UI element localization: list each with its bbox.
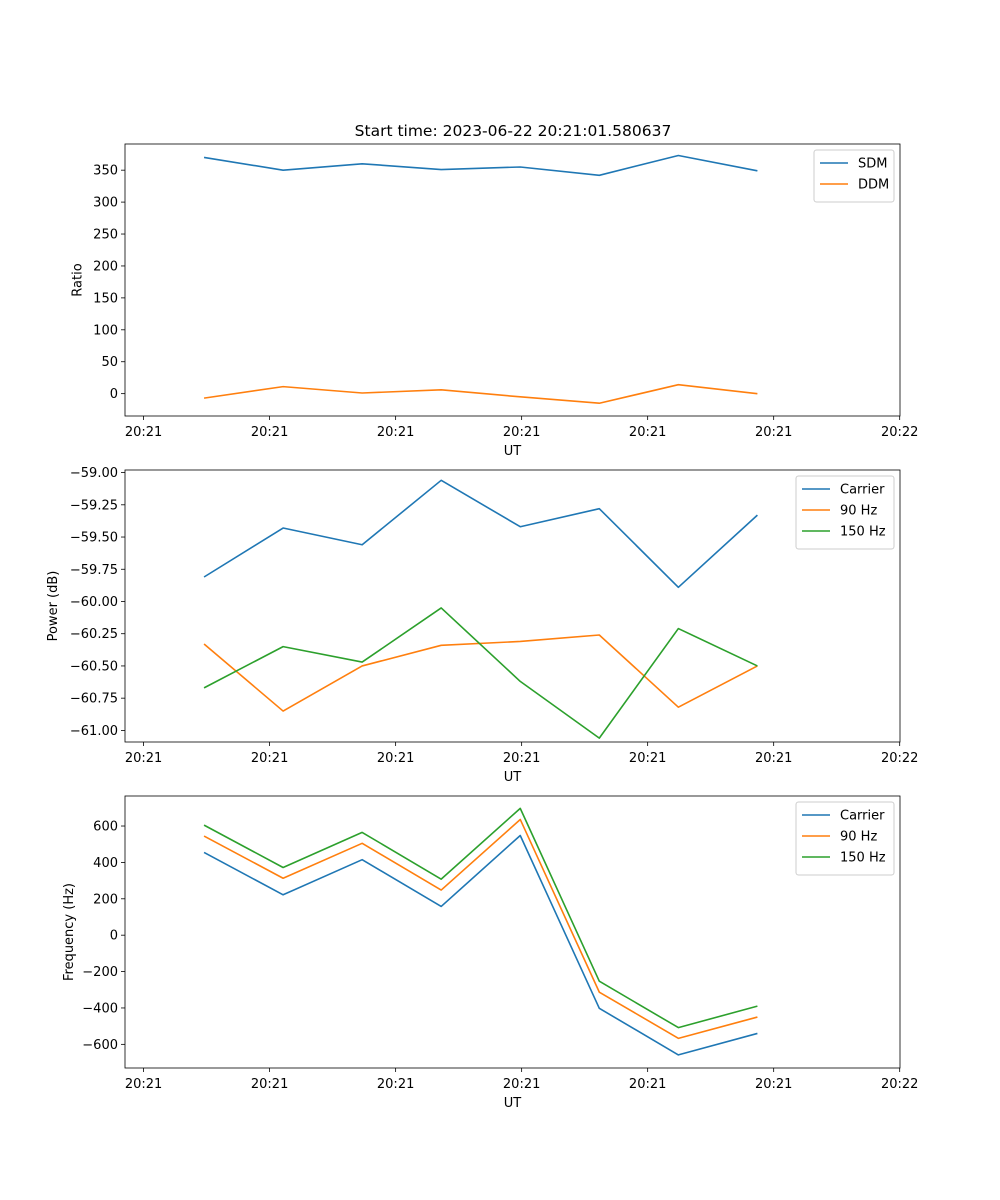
x-tick-label: 20:21 bbox=[755, 425, 792, 440]
y-tick-label: 400 bbox=[93, 856, 118, 871]
y-tick-label: −60.50 bbox=[70, 659, 118, 674]
power-chart: 20:21 20:21 20:21 20:21 20:21 20:21 20:22 UT −61… bbox=[46, 466, 919, 785]
legend-label: Carrier bbox=[840, 809, 885, 824]
y-tick-label: −61.00 bbox=[70, 724, 118, 739]
figure-title: Start time: 2023-06-22 20:21:01.580637 bbox=[355, 122, 672, 140]
x-tick-label: 20:21 bbox=[251, 425, 288, 440]
x-tick-label: 20:21 bbox=[377, 1077, 414, 1092]
x-tick-label: 20:21 bbox=[251, 751, 288, 766]
y-tick-label: −60.75 bbox=[70, 692, 118, 707]
legend-label: Carrier bbox=[840, 483, 885, 498]
y-axis-label: Ratio bbox=[70, 263, 85, 296]
x-axis-label: UT bbox=[504, 770, 522, 785]
y-tick-label: −59.25 bbox=[70, 498, 118, 513]
y-tick-label: 100 bbox=[93, 323, 118, 338]
y-tick-label: 600 bbox=[93, 820, 118, 835]
ratio-chart: 20:21 20:21 20:21 20:21 20:21 20:21 20:22 UT 0 50… bbox=[70, 143, 918, 459]
y-tick-label: 350 bbox=[93, 164, 118, 179]
plot-frame bbox=[124, 795, 901, 1069]
x-tick-label: 20:21 bbox=[755, 751, 792, 766]
y-tick-label: 0 bbox=[110, 387, 118, 402]
x-tick-label: 20:22 bbox=[881, 425, 918, 440]
y-tick-label: 50 bbox=[101, 355, 118, 370]
legend-label: 90 Hz bbox=[840, 830, 877, 845]
plot-frame bbox=[124, 469, 901, 743]
x-tick-label: 20:21 bbox=[503, 1077, 540, 1092]
series-line bbox=[203, 834, 758, 1056]
legend-label: 90 Hz bbox=[840, 504, 877, 519]
plot-frame bbox=[124, 143, 901, 417]
legend-label: DDM bbox=[858, 178, 889, 193]
legend-label: 150 Hz bbox=[840, 851, 886, 866]
y-tick-label: −200 bbox=[82, 965, 118, 980]
x-tick-label: 20:22 bbox=[881, 1077, 918, 1092]
x-tick-label: 20:21 bbox=[251, 1077, 288, 1092]
y-tick-label: 0 bbox=[110, 929, 118, 944]
legend-label: 150 Hz bbox=[840, 525, 886, 540]
series-line bbox=[203, 818, 758, 1040]
x-tick-label: 20:21 bbox=[377, 425, 414, 440]
legend-label: SDM bbox=[858, 157, 887, 172]
series-line bbox=[203, 383, 758, 405]
series-line bbox=[203, 607, 758, 739]
x-axis-label: UT bbox=[504, 1096, 522, 1111]
series-line bbox=[203, 154, 758, 177]
y-tick-label: 300 bbox=[93, 196, 118, 211]
x-tick-label: 20:21 bbox=[125, 425, 162, 440]
x-tick-label: 20:21 bbox=[629, 1077, 666, 1092]
series-line bbox=[203, 479, 758, 589]
x-tick-label: 20:22 bbox=[881, 751, 918, 766]
x-tick-label: 20:21 bbox=[503, 425, 540, 440]
y-tick-label: −59.50 bbox=[70, 531, 118, 546]
y-tick-label: −400 bbox=[82, 1001, 118, 1016]
x-tick-label: 20:21 bbox=[125, 751, 162, 766]
x-tick-label: 20:21 bbox=[377, 751, 414, 766]
y-tick-label: 150 bbox=[93, 291, 118, 306]
y-tick-label: −600 bbox=[82, 1038, 118, 1053]
y-axis-label: Power (dB) bbox=[46, 571, 61, 642]
x-tick-label: 20:21 bbox=[503, 751, 540, 766]
x-tick-label: 20:21 bbox=[125, 1077, 162, 1092]
x-axis-label: UT bbox=[504, 444, 522, 459]
y-tick-label: −60.25 bbox=[70, 627, 118, 642]
x-tick-label: 20:21 bbox=[629, 751, 666, 766]
y-tick-label: 250 bbox=[93, 228, 118, 243]
frequency-chart: 20:21 20:21 20:21 20:21 20:21 20:21 20:22 UT −60… bbox=[62, 795, 918, 1111]
y-tick-label: 200 bbox=[93, 892, 118, 907]
series-line bbox=[203, 634, 758, 712]
y-tick-label: −60.00 bbox=[70, 595, 118, 610]
x-tick-label: 20:21 bbox=[755, 1077, 792, 1092]
y-tick-label: −59.00 bbox=[70, 466, 118, 481]
x-tick-label: 20:21 bbox=[629, 425, 666, 440]
y-tick-label: −59.75 bbox=[70, 563, 118, 578]
series-line bbox=[203, 807, 758, 1029]
y-axis-label: Frequency (Hz) bbox=[62, 883, 77, 981]
y-tick-label: 200 bbox=[93, 259, 118, 274]
